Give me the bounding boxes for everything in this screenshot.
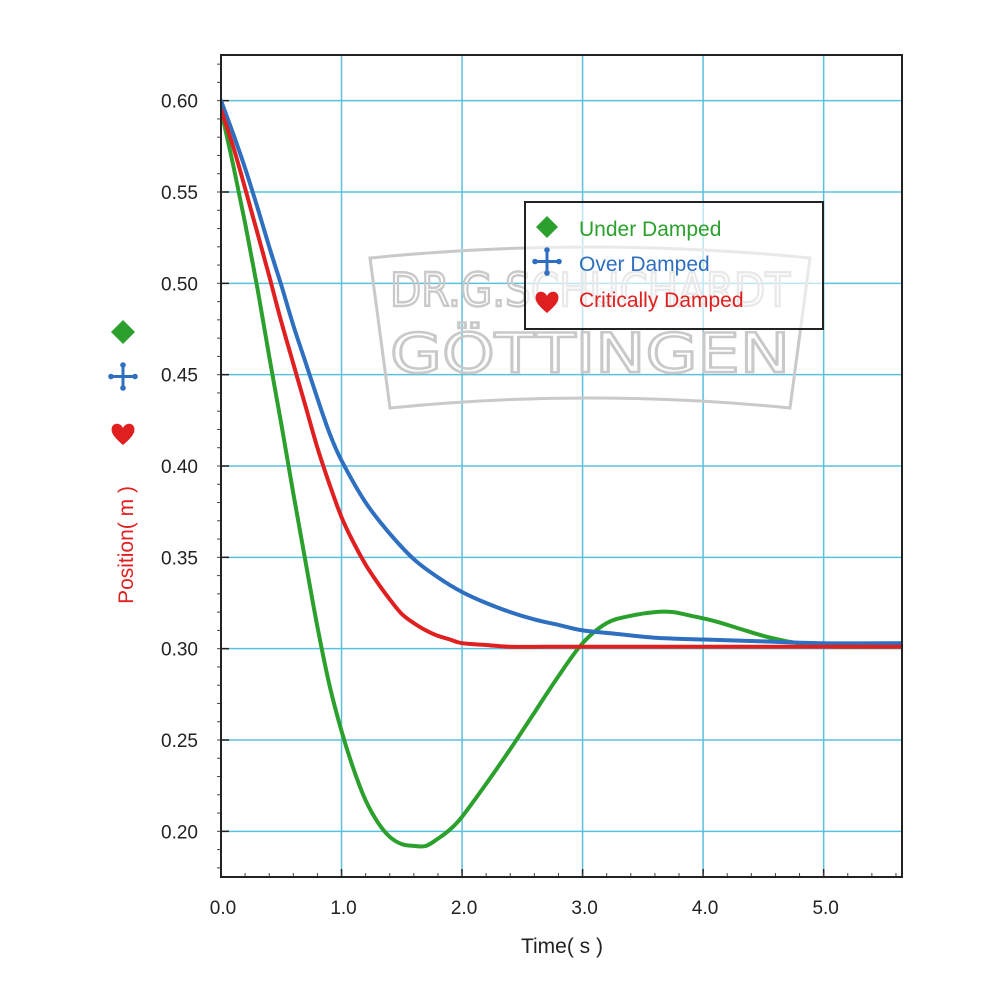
y-tick-label: 0.60 — [161, 92, 198, 113]
y-tick-label: 0.55 — [161, 183, 198, 204]
diamond-icon — [536, 216, 558, 238]
legend-item-critically-damped: Critically Damped — [535, 289, 744, 313]
heart-icon — [535, 291, 559, 313]
x-axis-title: Time( s ) — [521, 935, 603, 958]
legend-item-under-damped: Under Damped — [536, 216, 721, 241]
watermark-line2: GÖTTINGEN — [390, 322, 790, 385]
series-line-over-damped — [221, 98, 902, 646]
cross-dots-icon — [532, 247, 562, 276]
x-tick-label: 4.0 — [692, 898, 718, 919]
legend-label-over-damped: Over Damped — [579, 253, 710, 276]
y-axis-title: Position( m ) — [115, 486, 138, 604]
x-tick-label: 3.0 — [571, 898, 597, 919]
legend-label-under-damped: Under Damped — [579, 218, 721, 241]
y-tick-label: 0.20 — [161, 822, 198, 843]
diamond-icon — [111, 320, 135, 344]
y-axis-markers — [108, 320, 138, 445]
legend-label-critically-damped: Critically Damped — [579, 289, 744, 312]
x-tick-labels: 0.0 1.0 2.0 3.0 4.0 5.0 — [210, 898, 839, 919]
legend-box — [524, 201, 824, 330]
series-line-under-damped — [221, 107, 902, 849]
plot-frame — [220, 54, 903, 878]
grid — [221, 55, 902, 877]
y-tick-label: 0.35 — [161, 548, 198, 569]
cross-dots-icon — [108, 362, 138, 391]
watermark-frame — [368, 245, 812, 410]
y-tick-label: 0.50 — [161, 274, 198, 295]
y-tick-label: 0.30 — [161, 640, 198, 661]
y-tick-label: 0.25 — [161, 731, 198, 752]
y-tick-labels: 0.20 0.25 0.30 0.35 0.40 0.45 0.50 0.55 0.60 — [161, 92, 198, 844]
y-tick-label: 0.40 — [161, 457, 198, 478]
legend: Under Damped Over Damped Critically Damp… — [524, 201, 824, 330]
x-tick-label: 0.0 — [210, 898, 236, 919]
x-tick-label: 1.0 — [330, 898, 356, 919]
legend-item-over-damped: Over Damped — [532, 247, 710, 276]
heart-icon — [111, 423, 135, 445]
y-tick-label: 0.45 — [161, 366, 198, 387]
x-tick-label: 5.0 — [812, 898, 838, 919]
x-tick-label: 2.0 — [451, 898, 477, 919]
series-line-critically-damped — [221, 107, 902, 649]
series-layer — [221, 98, 902, 849]
